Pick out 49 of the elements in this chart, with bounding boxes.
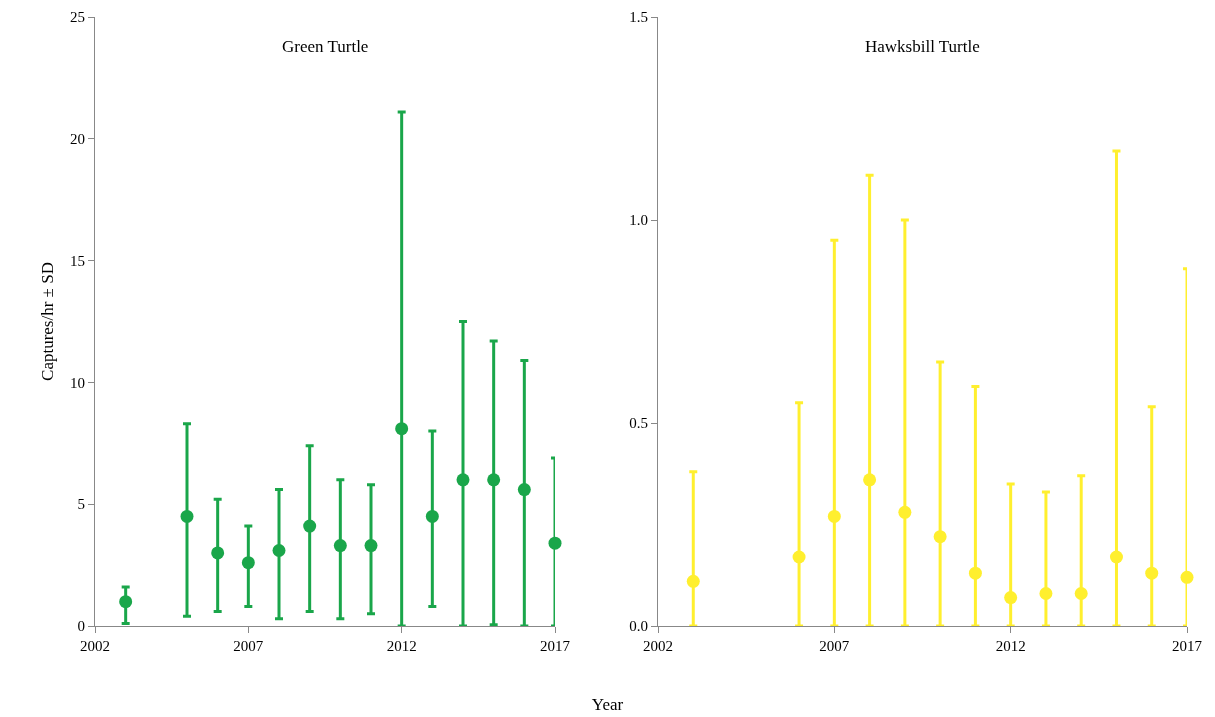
point (425, 509, 439, 523)
x-tick-label: 2002 (643, 638, 673, 654)
y-tick-label: 0 (77, 618, 85, 635)
point (863, 473, 877, 487)
point (968, 566, 982, 580)
point (180, 509, 194, 523)
point (333, 539, 347, 553)
point (1180, 570, 1194, 584)
point (1004, 591, 1018, 605)
point (119, 595, 133, 609)
y-tick-label: 0.5 (629, 415, 648, 432)
point (303, 519, 317, 533)
y-tick-label: 1.0 (629, 212, 648, 229)
point (686, 574, 700, 588)
x-axis-title: Year (590, 695, 625, 715)
point (548, 536, 562, 550)
y-tick-label: 15 (70, 252, 85, 269)
point (1109, 550, 1123, 564)
text: Hawksbill Turtle (865, 37, 980, 56)
point (456, 473, 470, 487)
x-tick-label: 2012 (995, 638, 1026, 654)
x-tick-label: 2012 (386, 638, 417, 654)
point (364, 539, 378, 553)
point (487, 473, 501, 487)
point (272, 543, 286, 557)
x-tick-label: 2007 (819, 638, 850, 654)
point (827, 509, 841, 523)
x-tick-label: 2002 (80, 638, 110, 654)
point (933, 530, 947, 544)
x-tick-label: 2007 (233, 638, 264, 654)
point (517, 483, 531, 497)
y-tick-label: 1.5 (629, 9, 648, 26)
point (1074, 587, 1088, 601)
x-tick-label: 2017 (540, 638, 571, 654)
y-tick-label: 0.0 (629, 618, 648, 635)
y-axis-title: Captures/hr ± SD (37, 262, 57, 381)
point (898, 505, 912, 519)
point (1039, 587, 1053, 601)
point (395, 422, 409, 436)
point (1145, 566, 1159, 580)
y-tick-label: 20 (70, 131, 85, 148)
x-tick-label: 2017 (1172, 638, 1203, 654)
point (211, 546, 225, 560)
point (792, 550, 806, 564)
text: Green Turtle (282, 37, 369, 56)
point (241, 556, 255, 570)
y-tick-label: 5 (77, 496, 85, 513)
y-tick-label: 10 (70, 374, 85, 391)
y-tick-label: 25 (70, 9, 85, 26)
